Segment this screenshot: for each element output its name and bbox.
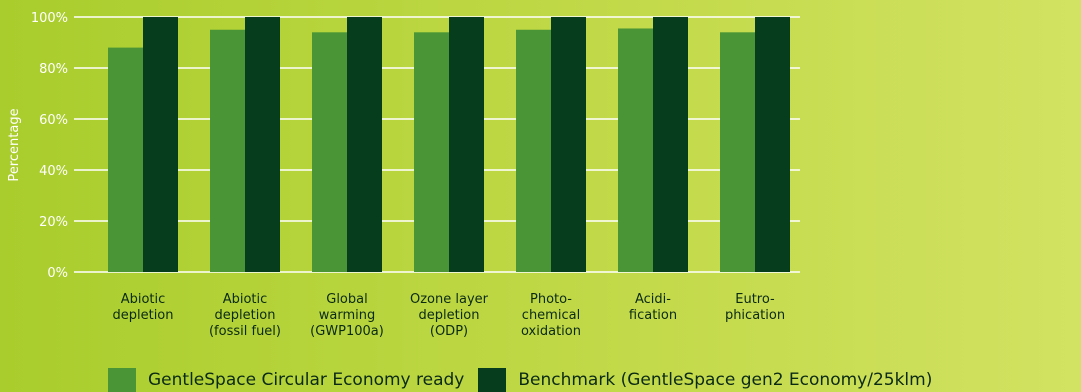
y-tick-label: 100% [31,11,68,26]
x-category-label: Global warming (GWP100a) [310,292,384,339]
x-category-label: Eutro-phication [725,292,785,323]
y-axis-title: Percentage [7,108,22,181]
legend-item-series-2: Benchmark (GentleSpace gen2 Economy/25kl… [478,368,932,392]
bar-series-1 [618,28,653,272]
legend-item-series-1: GentleSpace Circular Economy ready [108,368,464,392]
x-category-label: Abiotic depletion [112,292,173,323]
bar-series-1 [720,32,755,272]
y-axis-ticks: 0% 20% 40% 60% 80% 100% [31,11,68,281]
x-axis-labels: Abiotic depletion Abiotic depletion (fossil … [112,292,785,339]
legend-swatch-series-1 [108,368,136,392]
bar-series-2 [653,17,688,272]
bar-series-2 [755,17,790,272]
bar-series-2 [347,17,382,272]
y-tick-label: 80% [39,62,68,77]
legend-label-series-1: GentleSpace Circular Economy ready [148,370,465,390]
bar-series-1 [210,29,245,272]
legend: GentleSpace Circular Economy ready Bench… [108,368,932,392]
x-category-label: Acidi-fication [629,292,677,323]
y-tick-label: 0% [47,266,68,281]
y-tick-label: 60% [39,113,68,128]
bar-series-2 [449,17,484,272]
y-tick-label: 40% [39,164,68,179]
bars [108,17,790,272]
x-category-label: Abiotic depletion (fossil fuel) [209,292,281,339]
x-category-label: Ozone layer depletion (ODP) [410,292,489,339]
bar-series-2 [143,17,178,272]
bar-series-2 [245,17,280,272]
bar-series-1 [516,29,551,272]
bar-series-1 [312,32,347,272]
bar-series-2 [551,17,586,272]
legend-label-series-2: Benchmark (GentleSpace gen2 Economy/25kl… [518,370,933,390]
bar-series-1 [414,32,449,272]
legend-swatch-series-2 [478,368,507,392]
bar-series-1 [108,47,143,272]
x-category-label: Photo-chemical oxidation [521,292,581,339]
y-tick-label: 20% [39,215,68,230]
